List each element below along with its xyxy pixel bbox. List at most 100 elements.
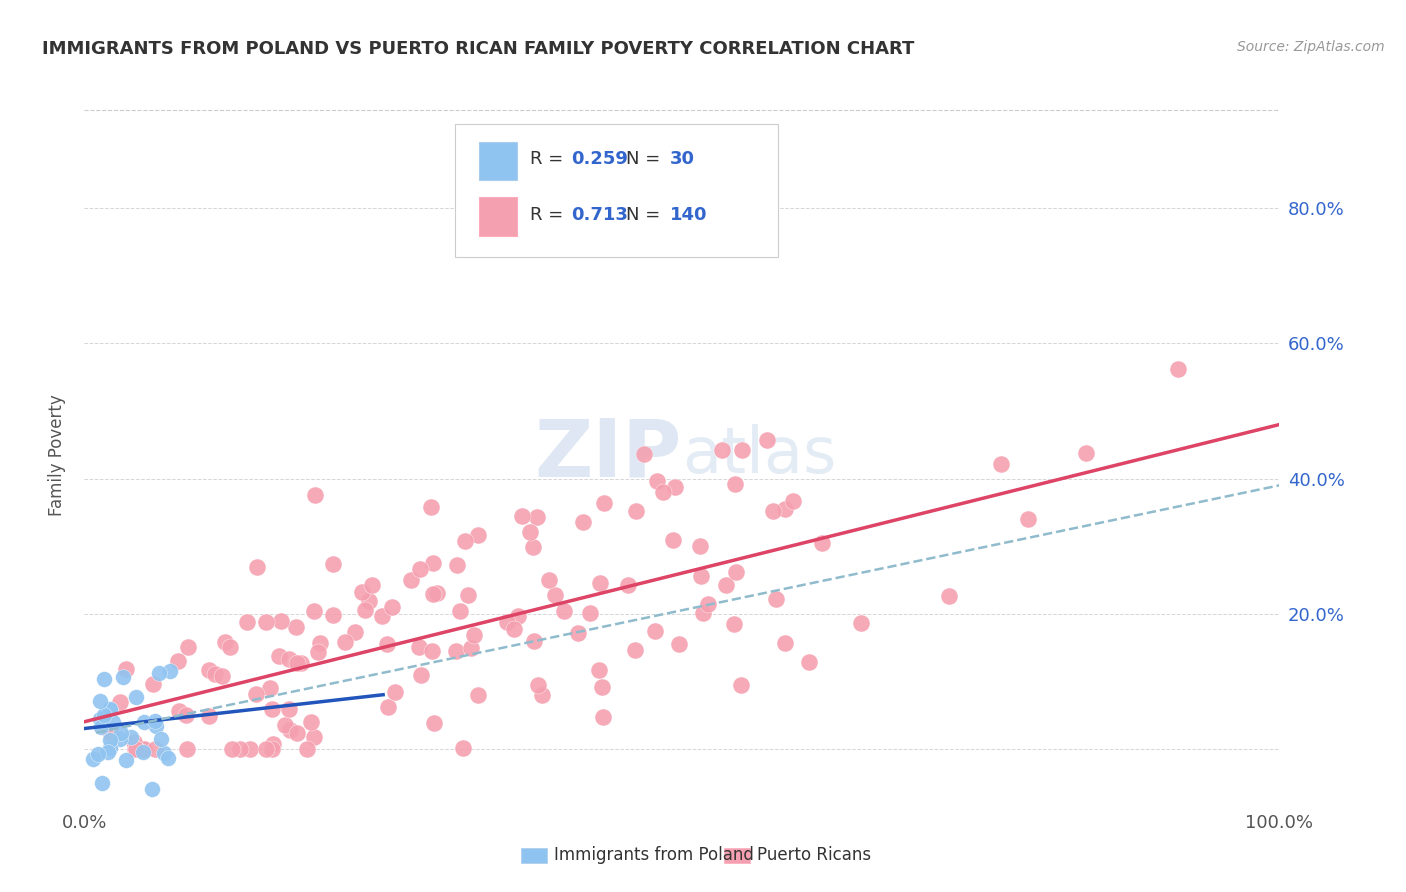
Point bbox=[359, 593, 381, 607]
Point bbox=[97, 745, 120, 759]
Point bbox=[229, 741, 252, 756]
Point bbox=[278, 652, 301, 666]
Point bbox=[100, 727, 122, 741]
Point bbox=[302, 730, 325, 744]
Point bbox=[689, 539, 711, 553]
Point bbox=[274, 717, 297, 731]
Point bbox=[420, 644, 443, 658]
Point bbox=[1076, 446, 1098, 460]
Point bbox=[422, 587, 444, 601]
Point bbox=[644, 624, 666, 638]
Point bbox=[723, 616, 745, 631]
Point bbox=[93, 707, 115, 722]
Point bbox=[204, 666, 226, 681]
Point bbox=[522, 541, 544, 555]
Text: atlas: atlas bbox=[682, 424, 837, 486]
Point bbox=[756, 433, 779, 447]
Point bbox=[451, 740, 474, 755]
Point bbox=[408, 640, 430, 655]
Point bbox=[370, 608, 392, 623]
Point bbox=[309, 636, 332, 650]
Point bbox=[134, 714, 156, 729]
Point bbox=[239, 741, 262, 756]
Point bbox=[782, 494, 804, 508]
Point bbox=[762, 504, 785, 518]
Point bbox=[322, 557, 344, 571]
Point bbox=[115, 662, 138, 676]
Point bbox=[692, 606, 714, 620]
Point bbox=[773, 502, 796, 516]
Point bbox=[731, 443, 754, 458]
Point bbox=[578, 606, 600, 620]
Point bbox=[353, 603, 375, 617]
Point bbox=[502, 622, 524, 636]
Point bbox=[124, 741, 146, 756]
Point bbox=[377, 699, 399, 714]
Point bbox=[519, 524, 541, 539]
Text: N =: N = bbox=[626, 150, 665, 168]
Point bbox=[143, 714, 166, 728]
Point bbox=[262, 741, 284, 756]
Point bbox=[381, 599, 404, 614]
Point bbox=[110, 726, 132, 740]
Point bbox=[460, 641, 482, 656]
Point bbox=[98, 702, 121, 716]
Point bbox=[567, 626, 589, 640]
Point bbox=[725, 565, 748, 579]
Point bbox=[633, 447, 655, 461]
Point bbox=[463, 627, 485, 641]
Point bbox=[285, 725, 308, 739]
Point bbox=[221, 741, 243, 756]
Point bbox=[401, 573, 423, 587]
Point bbox=[256, 741, 278, 756]
Point bbox=[125, 741, 148, 756]
Point bbox=[690, 569, 713, 583]
Point bbox=[724, 476, 747, 491]
Text: 30: 30 bbox=[671, 150, 695, 168]
Text: 140: 140 bbox=[671, 206, 707, 224]
Point bbox=[167, 704, 190, 718]
Point bbox=[132, 741, 155, 756]
Text: ZIP: ZIP bbox=[534, 416, 682, 494]
Point bbox=[89, 694, 111, 708]
Point bbox=[799, 655, 821, 669]
Point bbox=[290, 657, 312, 671]
Point bbox=[645, 475, 668, 489]
Point bbox=[236, 615, 259, 629]
Point bbox=[98, 732, 121, 747]
Point bbox=[810, 536, 832, 550]
Point bbox=[176, 741, 198, 756]
Point bbox=[277, 702, 299, 716]
Text: IMMIGRANTS FROM POLAND VS PUERTO RICAN FAMILY POVERTY CORRELATION CHART: IMMIGRANTS FROM POLAND VS PUERTO RICAN F… bbox=[42, 40, 914, 58]
Point bbox=[526, 510, 548, 524]
Point bbox=[214, 634, 236, 648]
Point bbox=[527, 678, 550, 692]
FancyBboxPatch shape bbox=[479, 142, 517, 180]
Point bbox=[938, 589, 960, 603]
Point bbox=[457, 588, 479, 602]
Point bbox=[467, 528, 489, 542]
Point bbox=[384, 685, 406, 699]
Point bbox=[270, 614, 292, 628]
Text: Immigrants from Poland: Immigrants from Poland bbox=[554, 846, 754, 864]
Point bbox=[87, 747, 110, 761]
Point bbox=[591, 680, 613, 694]
Point bbox=[198, 663, 221, 677]
Point bbox=[211, 669, 233, 683]
Point bbox=[297, 741, 319, 756]
Point bbox=[177, 640, 200, 654]
Point bbox=[322, 608, 344, 623]
Point bbox=[496, 615, 519, 629]
Point bbox=[125, 741, 148, 756]
Point bbox=[510, 508, 533, 523]
Point bbox=[343, 624, 366, 639]
Point bbox=[125, 690, 148, 704]
Point bbox=[775, 636, 797, 650]
Point bbox=[278, 723, 301, 737]
Point bbox=[302, 604, 325, 618]
Point bbox=[145, 719, 167, 733]
Point bbox=[616, 578, 638, 592]
Point bbox=[697, 597, 720, 611]
Point bbox=[149, 732, 172, 747]
Point bbox=[115, 753, 138, 767]
